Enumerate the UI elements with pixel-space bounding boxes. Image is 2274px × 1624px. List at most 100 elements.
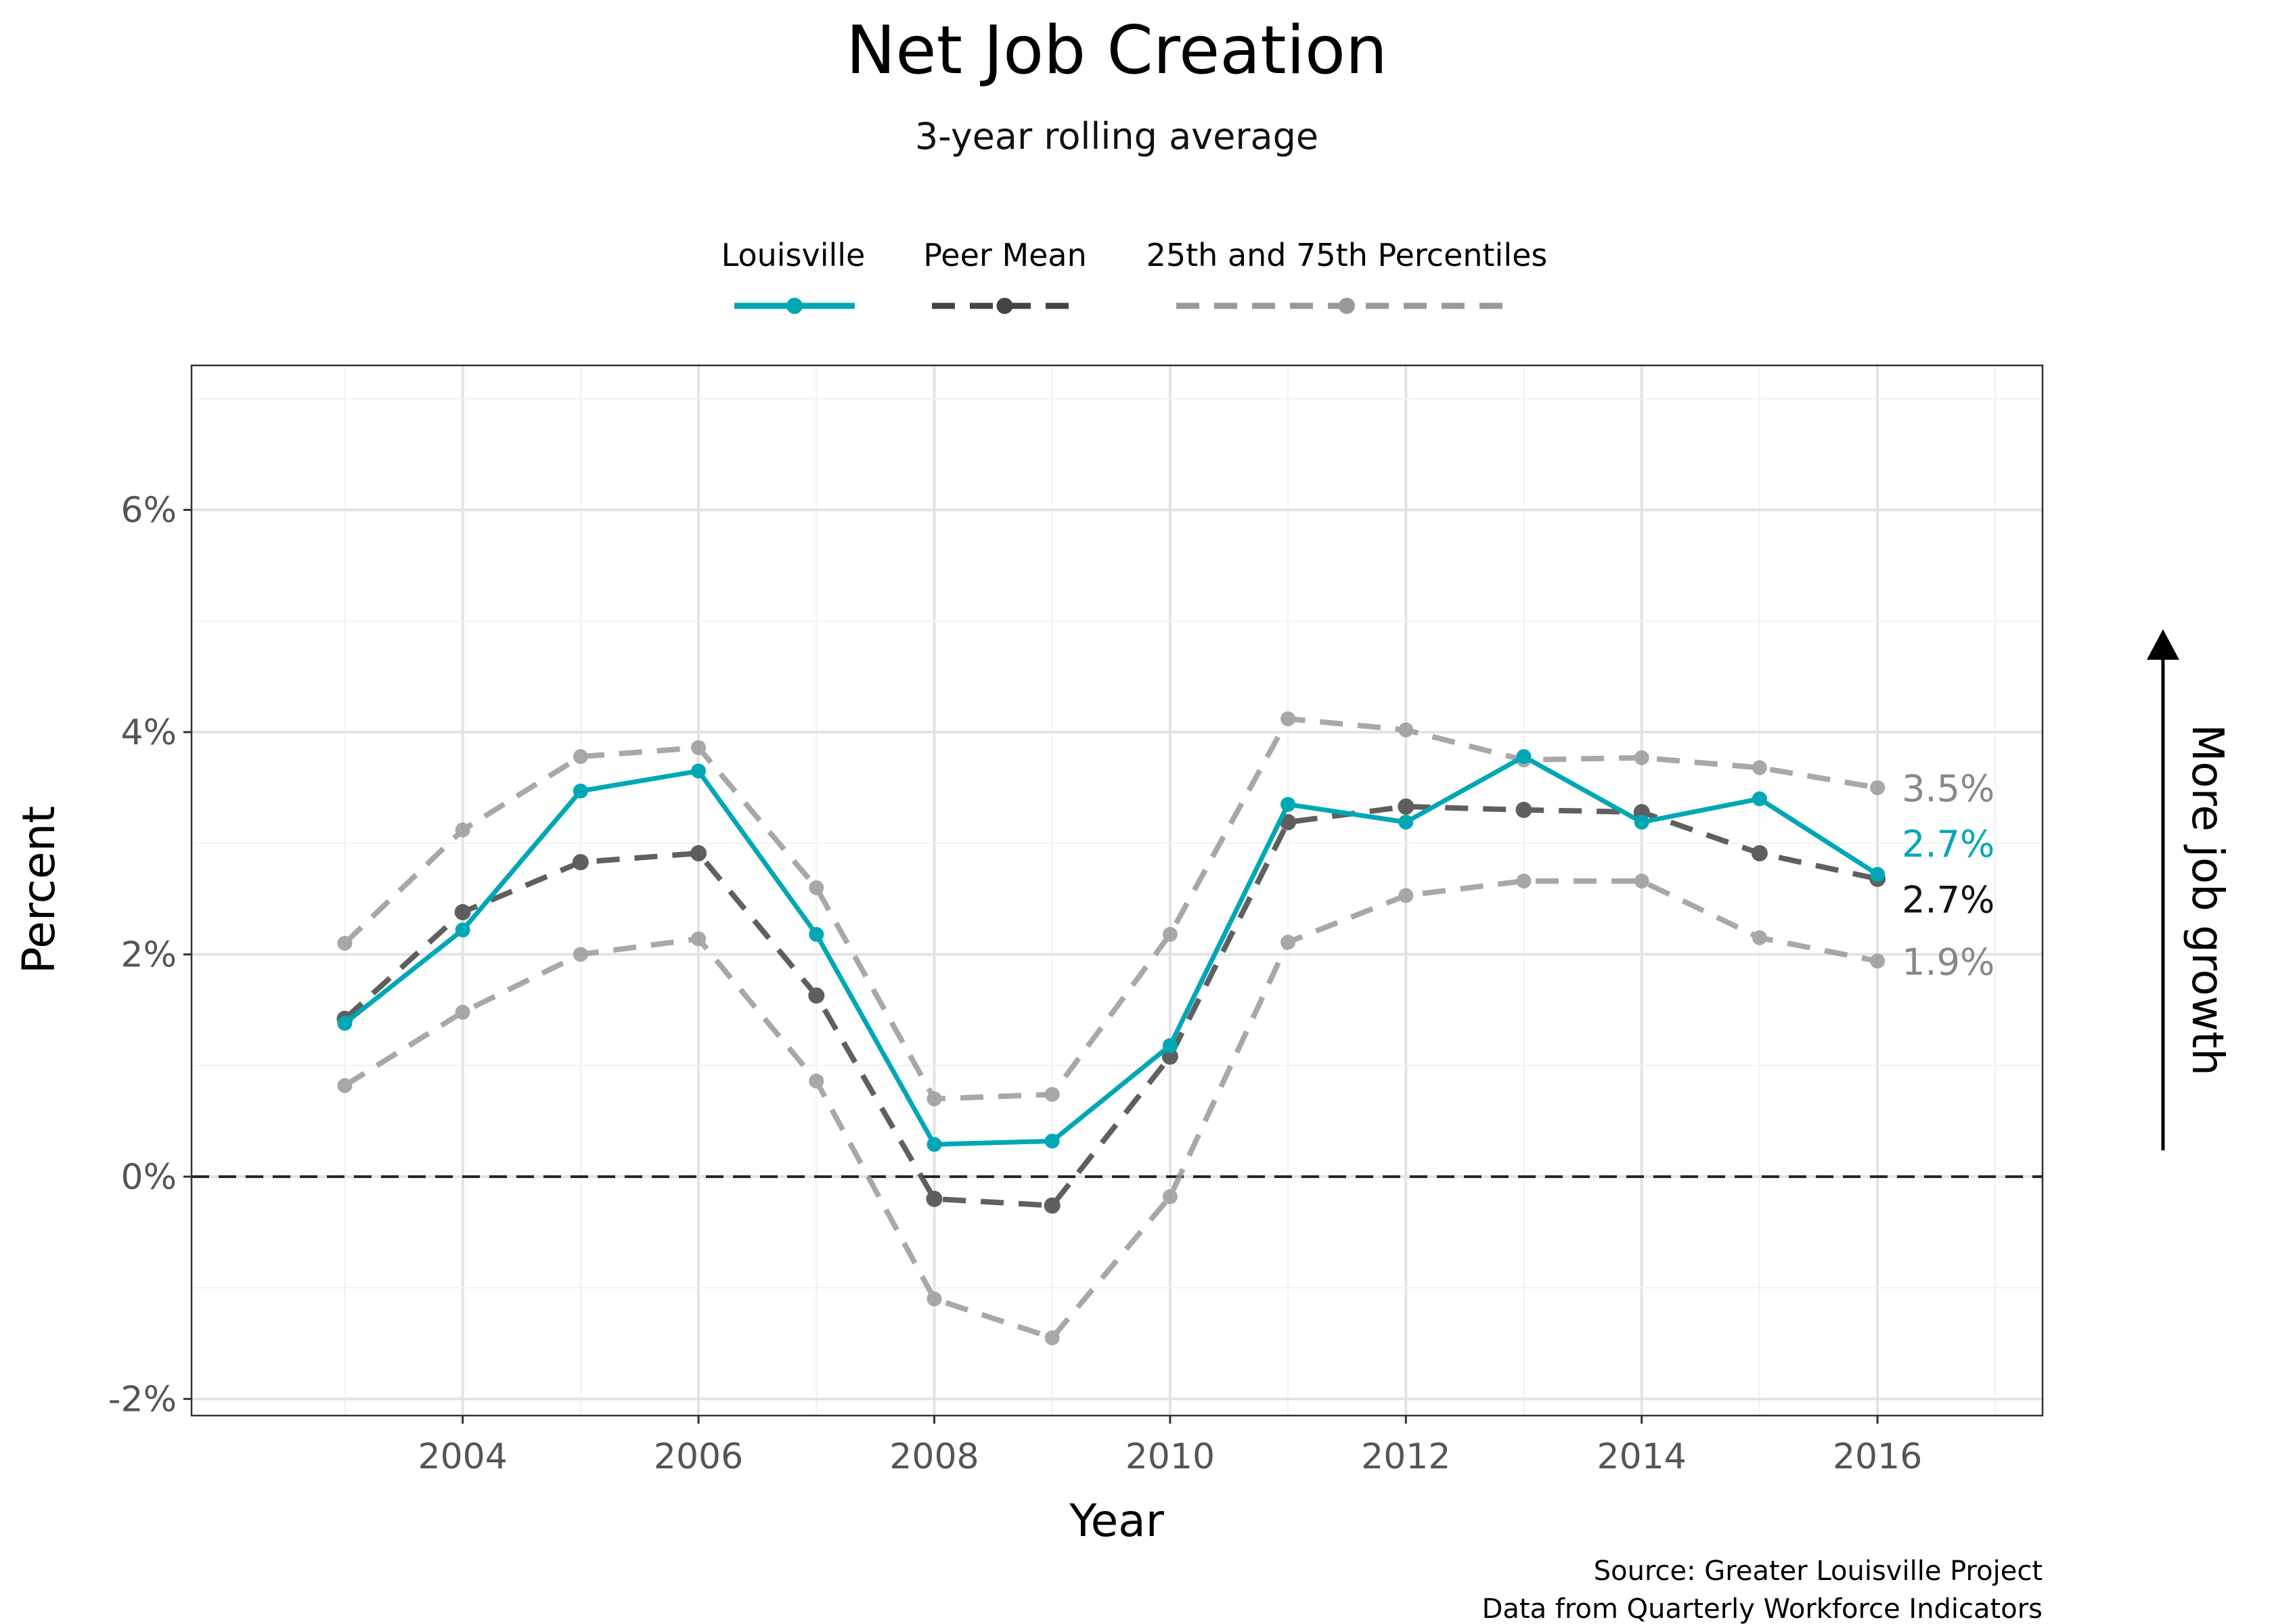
x-tick-label: 2010 <box>1125 1437 1215 1477</box>
series-25th-percentile <box>337 874 1886 1346</box>
series-line-75th-percentile <box>342 716 1878 1102</box>
end-labels: 3.5% 2.7% 2.7% 1.9% <box>1902 767 1994 983</box>
legend-swatch-point <box>1339 298 1355 314</box>
x-tick-label: 2014 <box>1597 1437 1687 1477</box>
data-point-75th-percentile <box>691 740 707 755</box>
y-tick-label: 2% <box>121 934 177 975</box>
data-point-25th-percentile <box>1752 930 1767 945</box>
data-point-25th-percentile <box>809 1073 824 1089</box>
data-point-25th-percentile <box>455 1004 470 1020</box>
side-note-text: More job growth <box>2182 724 2232 1076</box>
data-point-louisville <box>1162 1038 1178 1054</box>
x-axis: 2004 2006 2008 2010 2012 2014 2016 <box>418 1416 1922 1477</box>
legend-item: Peer Mean <box>923 237 1087 314</box>
end-value-label: 3.5% <box>1902 767 1994 810</box>
data-point-louisville <box>1634 814 1649 830</box>
data-point-louisville <box>809 926 824 942</box>
data-point-25th-percentile <box>573 947 588 962</box>
data-point-75th-percentile <box>1044 1087 1060 1102</box>
data-point-25th-percentile <box>1398 888 1414 903</box>
data-point-75th-percentile <box>1870 780 1886 796</box>
x-tick-label: 2004 <box>418 1437 507 1477</box>
legend-label: Peer Mean <box>923 237 1087 273</box>
series-75th-percentile <box>337 711 1886 1106</box>
data-point-peer-mean <box>1044 1197 1061 1214</box>
data-point-75th-percentile <box>455 822 470 838</box>
data-point-louisville <box>1398 814 1414 830</box>
y-tick-label: -2% <box>108 1379 177 1420</box>
caption-source: Source: Greater Louisville Project <box>1594 1556 2043 1587</box>
data-point-75th-percentile <box>1634 750 1649 765</box>
data-point-peer-mean <box>808 987 825 1004</box>
data-point-75th-percentile <box>337 936 353 951</box>
data-point-louisville <box>927 1137 942 1152</box>
x-tick-label: 2012 <box>1361 1437 1450 1477</box>
series-line-peer-mean <box>342 804 1878 1209</box>
series-line-louisville <box>343 754 1879 1147</box>
legend-label: 25th and 75th Percentiles <box>1146 237 1548 273</box>
x-axis-title: Year <box>1069 1495 1165 1547</box>
data-point-louisville <box>573 784 588 799</box>
data-point-peer-mean <box>690 844 707 861</box>
data-point-25th-percentile <box>337 1078 353 1093</box>
plot-border <box>190 364 2044 1417</box>
series-layer <box>336 711 1886 1346</box>
data-point-louisville <box>1516 749 1532 765</box>
data-point-25th-percentile <box>1516 874 1532 889</box>
data-point-75th-percentile <box>1752 760 1767 775</box>
grid <box>192 365 2043 1416</box>
data-point-25th-percentile <box>1280 934 1296 950</box>
data-point-louisville <box>691 763 707 779</box>
data-point-louisville <box>1752 791 1767 807</box>
legend-item: Louisville <box>721 237 866 314</box>
y-axis-title: Percent <box>13 806 65 974</box>
end-value-label: 1.9% <box>1902 941 1994 983</box>
data-point-25th-percentile <box>1634 874 1649 889</box>
data-point-louisville <box>1280 796 1296 812</box>
data-point-25th-percentile <box>691 931 707 947</box>
legend: Louisville Peer Mean 25th and 75th Percent… <box>721 237 1548 314</box>
data-point-peer-mean <box>572 854 589 871</box>
data-point-peer-mean <box>1398 798 1414 815</box>
x-tick-label: 2006 <box>654 1437 743 1477</box>
chart-subtitle: 3-year rolling average <box>915 115 1318 158</box>
data-point-peer-mean <box>1751 844 1768 861</box>
legend-label: Louisville <box>721 237 866 273</box>
data-point-25th-percentile <box>927 1291 942 1307</box>
data-point-25th-percentile <box>1044 1330 1060 1346</box>
data-point-louisville <box>337 1016 353 1031</box>
legend-item: 25th and 75th Percentiles <box>1146 237 1548 314</box>
y-tick-label: 6% <box>121 491 177 531</box>
caption-data: Data from Quarterly Workforce Indicators <box>1482 1594 2043 1624</box>
data-point-75th-percentile <box>1162 926 1178 942</box>
data-point-louisville <box>1870 867 1886 882</box>
data-point-peer-mean <box>1515 801 1532 818</box>
legend-swatch-point <box>786 298 803 314</box>
y-axis: -2% 0% 2% 4% 6% <box>108 491 192 1420</box>
legend-swatch-point <box>996 298 1013 314</box>
series-peer-mean <box>336 798 1886 1214</box>
x-tick-label: 2016 <box>1833 1437 1922 1477</box>
end-value-label: 2.7% <box>1902 878 1994 921</box>
data-point-louisville <box>1044 1133 1060 1149</box>
data-point-75th-percentile <box>1398 722 1414 738</box>
series-louisville <box>337 749 1886 1152</box>
data-point-75th-percentile <box>573 749 588 765</box>
x-tick-label: 2008 <box>889 1437 979 1477</box>
data-point-25th-percentile <box>1870 953 1886 969</box>
chart-title: Net Job Creation <box>846 12 1387 89</box>
data-point-25th-percentile <box>1162 1189 1178 1204</box>
plot-area <box>192 365 2043 1416</box>
y-tick-label: 4% <box>121 713 177 753</box>
end-value-label: 2.7% <box>1902 823 1994 865</box>
data-point-75th-percentile <box>809 880 824 895</box>
data-point-75th-percentile <box>1280 711 1296 727</box>
series-line-25th-percentile <box>343 878 1878 1341</box>
data-point-75th-percentile <box>927 1091 942 1106</box>
data-point-peer-mean <box>926 1190 943 1207</box>
y-tick-label: 0% <box>121 1157 177 1198</box>
side-annotation: More job growth <box>2147 629 2232 1150</box>
data-point-peer-mean <box>1280 813 1297 830</box>
arrow-head-icon <box>2147 629 2179 660</box>
